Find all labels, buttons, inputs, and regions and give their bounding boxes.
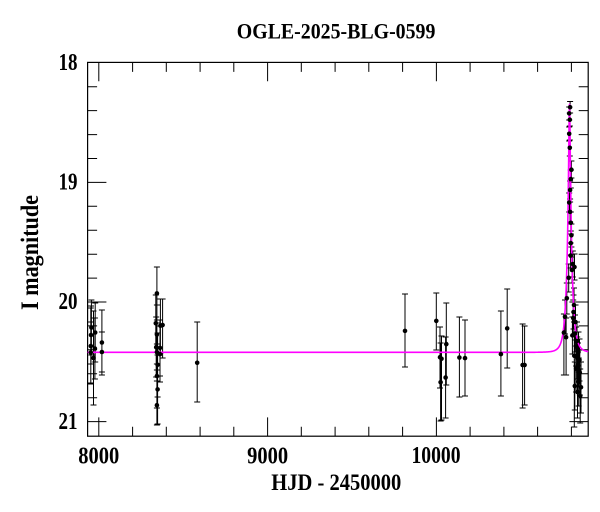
svg-text:18: 18 [59,50,78,76]
svg-text:20: 20 [59,289,78,315]
svg-text:21: 21 [59,409,78,435]
svg-text:8000: 8000 [78,444,119,470]
svg-text:I magnitude: I magnitude [17,195,44,310]
svg-text:10000: 10000 [412,443,461,469]
svg-text:OGLE-2025-BLG-0599: OGLE-2025-BLG-0599 [237,19,436,44]
svg-text:9000: 9000 [247,444,288,470]
svg-text:19: 19 [59,170,78,196]
svg-text:HJD - 2450000: HJD - 2450000 [271,470,401,496]
